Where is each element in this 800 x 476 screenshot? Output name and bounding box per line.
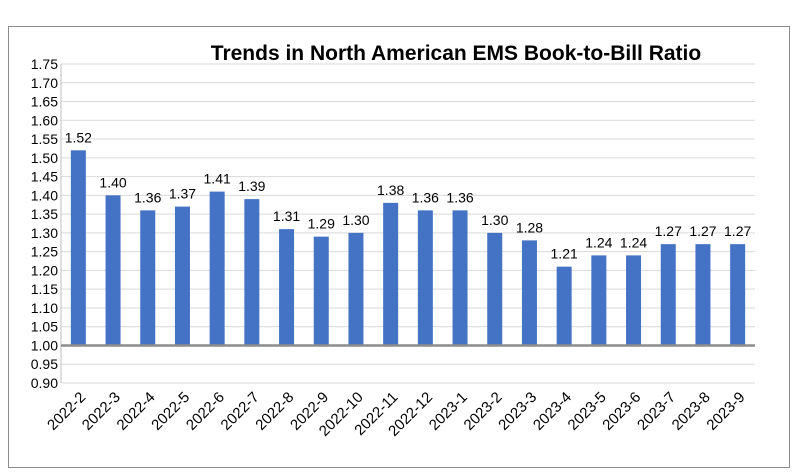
data-label: 1.27 — [655, 223, 682, 239]
x-tick-label: 2022-6 — [183, 389, 228, 434]
data-label: 1.36 — [446, 189, 473, 205]
data-label: 1.38 — [377, 182, 404, 198]
x-axis-ticks: 2022-22022-32022-42022-52022-62022-72022… — [44, 389, 748, 440]
data-label: 1.24 — [585, 234, 612, 250]
bar — [209, 191, 225, 346]
data-labels: 1.52 1.40 1.36 1.37 1.41 1.39 1.31 1.29 1.30 1.38… — [65, 129, 752, 261]
x-tick-label: 2023-5 — [565, 389, 610, 434]
bar — [452, 210, 468, 346]
bar — [279, 229, 295, 346]
bar — [313, 236, 329, 346]
y-tick-label: 1.55 — [31, 131, 58, 147]
data-label: 1.29 — [308, 216, 335, 232]
data-label: 1.36 — [412, 189, 439, 205]
data-label: 1.31 — [273, 208, 300, 224]
x-tick-label: 2023-2 — [461, 389, 506, 434]
bar — [521, 240, 537, 346]
bar — [730, 244, 746, 346]
y-tick-label: 1.45 — [31, 169, 58, 185]
chart-title: Trends in North American EMS Book-to-Bil… — [211, 42, 701, 65]
bar — [626, 255, 642, 346]
y-tick-label: 1.20 — [31, 262, 58, 278]
x-tick-label: 2022-2 — [44, 389, 89, 434]
bar — [348, 232, 364, 346]
bar — [660, 244, 676, 346]
x-tick-label: 2022-3 — [79, 389, 124, 434]
y-tick-label: 1.75 — [31, 56, 58, 72]
y-tick-label: 1.30 — [31, 225, 58, 241]
bar — [174, 206, 190, 346]
data-label: 1.41 — [204, 171, 231, 187]
x-tick-label: 2023-9 — [703, 389, 748, 434]
bar — [140, 210, 156, 346]
bar — [417, 210, 433, 346]
bar — [70, 150, 86, 346]
x-tick-label: 2022-7 — [218, 389, 263, 434]
bar — [556, 266, 572, 346]
x-tick-label: 2023-7 — [634, 389, 679, 434]
x-tick-label: 2023-8 — [669, 389, 714, 434]
y-tick-label: 1.60 — [31, 112, 58, 128]
data-label: 1.24 — [620, 234, 647, 250]
bar — [591, 255, 607, 346]
bar — [383, 202, 399, 346]
x-tick-label: 2023-1 — [426, 389, 471, 434]
bar — [695, 244, 711, 346]
data-label: 1.30 — [342, 212, 369, 228]
y-tick-label: 0.90 — [31, 375, 58, 391]
data-label: 1.27 — [689, 223, 716, 239]
y-tick-label: 1.65 — [31, 94, 58, 110]
data-label: 1.36 — [134, 189, 161, 205]
y-tick-label: 1.05 — [31, 319, 58, 335]
bar — [105, 195, 121, 346]
bar — [487, 232, 503, 346]
data-label: 1.40 — [99, 174, 126, 190]
y-tick-label: 0.95 — [31, 356, 58, 372]
y-tick-label: 1.15 — [31, 281, 58, 297]
data-label: 1.21 — [551, 246, 578, 262]
data-label: 1.30 — [481, 212, 508, 228]
x-tick-label: 2023-6 — [599, 389, 644, 434]
x-tick-label: 2022-8 — [252, 389, 297, 434]
y-tick-label: 1.25 — [31, 244, 58, 260]
y-tick-label: 1.50 — [31, 150, 58, 166]
y-axis-ticks: 0.90 0.95 1.00 1.05 1.10 1.15 1.20 1.25 1.30 1.35… — [31, 56, 58, 391]
y-tick-label: 1.10 — [31, 300, 58, 316]
x-tick-label: 2022-5 — [148, 389, 193, 434]
chart-frame — [8, 26, 790, 468]
x-tick-label: 2023-4 — [530, 389, 575, 434]
bars — [70, 150, 746, 346]
data-label: 1.28 — [516, 219, 543, 235]
data-label: 1.39 — [238, 178, 265, 194]
bar — [244, 199, 260, 346]
data-label: 1.37 — [169, 186, 196, 202]
data-label: 1.52 — [65, 129, 92, 145]
data-label: 1.27 — [724, 223, 751, 239]
y-tick-label: 1.70 — [31, 75, 58, 91]
y-tick-label: 1.35 — [31, 206, 58, 222]
x-tick-label: 2022-4 — [114, 389, 159, 434]
x-tick-label: 2023-3 — [495, 389, 540, 434]
y-tick-label: 1.00 — [31, 337, 58, 353]
y-tick-label: 1.40 — [31, 187, 58, 203]
gridlines — [60, 63, 755, 384]
